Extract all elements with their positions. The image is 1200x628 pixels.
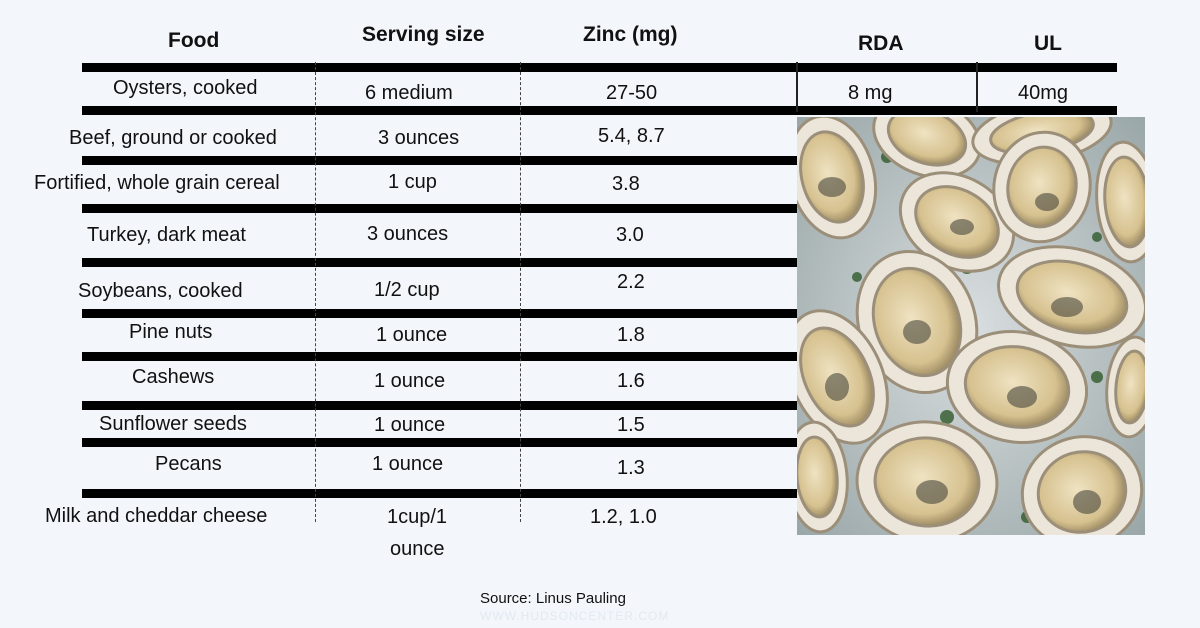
cell-serving: 1cup/1 bbox=[387, 506, 448, 528]
cell-zinc: 5.4, 8.7 bbox=[598, 125, 665, 147]
cell-food: Pine nuts bbox=[129, 321, 213, 343]
cell-serving: 1 ounce bbox=[372, 453, 444, 475]
row-divider bbox=[82, 352, 797, 361]
cell-zinc: 3.8 bbox=[612, 173, 640, 195]
row-divider bbox=[82, 489, 797, 498]
column-divider bbox=[796, 62, 798, 112]
cell-serving: 1 ounce bbox=[374, 370, 446, 392]
cell-serving: 1 cup bbox=[388, 171, 437, 193]
cell-food: Sunflower seeds bbox=[99, 413, 247, 435]
cell-zinc: 1.3 bbox=[617, 457, 645, 479]
cell-zinc: 1.5 bbox=[617, 414, 645, 436]
oysters-photo bbox=[797, 117, 1145, 535]
cell-serving: ounce bbox=[390, 538, 445, 560]
cell-zinc: 1.6 bbox=[617, 370, 645, 392]
cell-zinc: 1.2, 1.0 bbox=[590, 506, 657, 528]
cell-food: Oysters, cooked bbox=[113, 77, 258, 99]
cell-rda: 8 mg bbox=[848, 82, 893, 104]
header-ul: UL bbox=[1034, 32, 1062, 55]
row-divider bbox=[82, 258, 797, 267]
cell-food: Pecans bbox=[155, 453, 222, 475]
cell-serving: 1 ounce bbox=[374, 414, 446, 436]
cell-zinc: 1.8 bbox=[617, 324, 645, 346]
cell-serving: 1/2 cup bbox=[374, 279, 440, 301]
row-divider bbox=[82, 309, 797, 318]
header-serving-size: Serving size bbox=[362, 23, 485, 46]
cell-serving: 3 ounces bbox=[367, 223, 449, 245]
row-divider bbox=[82, 156, 797, 165]
cell-serving: 3 ounces bbox=[378, 127, 460, 149]
column-divider bbox=[976, 62, 978, 112]
header-food: Food bbox=[168, 29, 220, 52]
cell-food: Milk and cheddar cheese bbox=[45, 505, 268, 527]
cell-food: Soybeans, cooked bbox=[78, 280, 243, 302]
cell-zinc: 27-50 bbox=[606, 82, 658, 104]
header-zinc: Zinc (mg) bbox=[583, 23, 678, 46]
watermark: WWW.HUDSONCENTER.COM bbox=[480, 609, 670, 623]
cell-food: Beef, ground or cooked bbox=[69, 127, 277, 149]
cell-food: Turkey, dark meat bbox=[87, 224, 246, 246]
cell-serving: 6 medium bbox=[365, 82, 453, 104]
row-divider bbox=[82, 63, 1117, 72]
column-divider bbox=[315, 62, 316, 522]
row-divider bbox=[82, 401, 797, 410]
cell-zinc: 3.0 bbox=[616, 224, 644, 246]
header-rda: RDA bbox=[858, 32, 904, 55]
row-divider bbox=[82, 204, 797, 213]
row-divider bbox=[82, 438, 797, 447]
cell-food: Cashews bbox=[132, 366, 215, 388]
cell-zinc: 2.2 bbox=[617, 271, 645, 293]
cell-serving: 1 ounce bbox=[376, 324, 448, 346]
row-divider bbox=[82, 106, 1117, 115]
source-note: Source: Linus Pauling bbox=[480, 590, 626, 607]
cell-ul: 40mg bbox=[1018, 82, 1069, 104]
cell-food: Fortified, whole grain cereal bbox=[34, 172, 280, 194]
column-divider bbox=[520, 62, 521, 522]
